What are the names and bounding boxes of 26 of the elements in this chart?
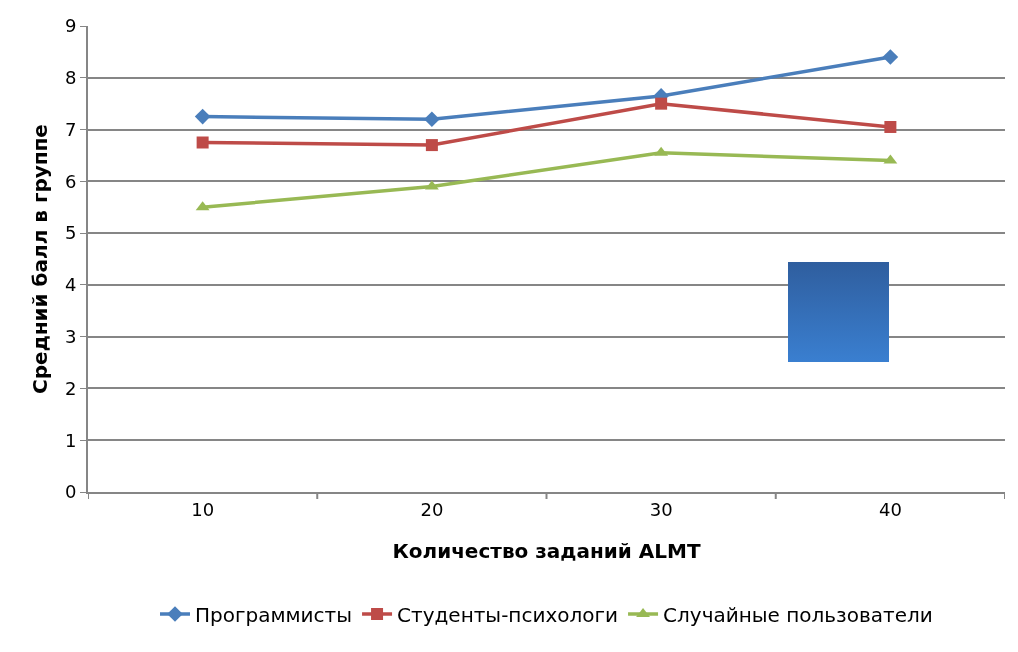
x-tick-label: 10 — [191, 498, 215, 520]
point — [424, 111, 440, 127]
point — [425, 139, 438, 152]
x-tick-label: 30 — [649, 498, 673, 520]
legend-label: Случайные пользователи — [663, 602, 933, 627]
y-tick-label: 0 — [64, 481, 77, 503]
x-tick-label: 40 — [878, 498, 902, 520]
point — [194, 108, 211, 125]
y-tick-label: 3 — [64, 325, 77, 347]
x-axis-title: Количество заданий ALMT — [392, 538, 701, 563]
y-tick-label: 9 — [64, 15, 77, 37]
point — [196, 136, 209, 149]
y-tick-label: 2 — [64, 377, 77, 399]
x-tick-label: 20 — [420, 498, 444, 520]
y-tick-label: 8 — [64, 67, 77, 89]
y-tick-label: 7 — [64, 118, 77, 140]
legend-label: Студенты-психологи — [397, 602, 619, 627]
y-tick-label: 6 — [64, 170, 77, 192]
point — [882, 49, 899, 65]
y-axis-title: Средний балл в группе — [27, 124, 52, 394]
legend-label: Программисты — [195, 602, 353, 627]
y-tick-label: 4 — [64, 274, 77, 296]
point — [884, 120, 897, 133]
y-tick-label: 5 — [64, 222, 77, 244]
point — [655, 97, 668, 110]
y-tick-label: 1 — [64, 429, 77, 451]
